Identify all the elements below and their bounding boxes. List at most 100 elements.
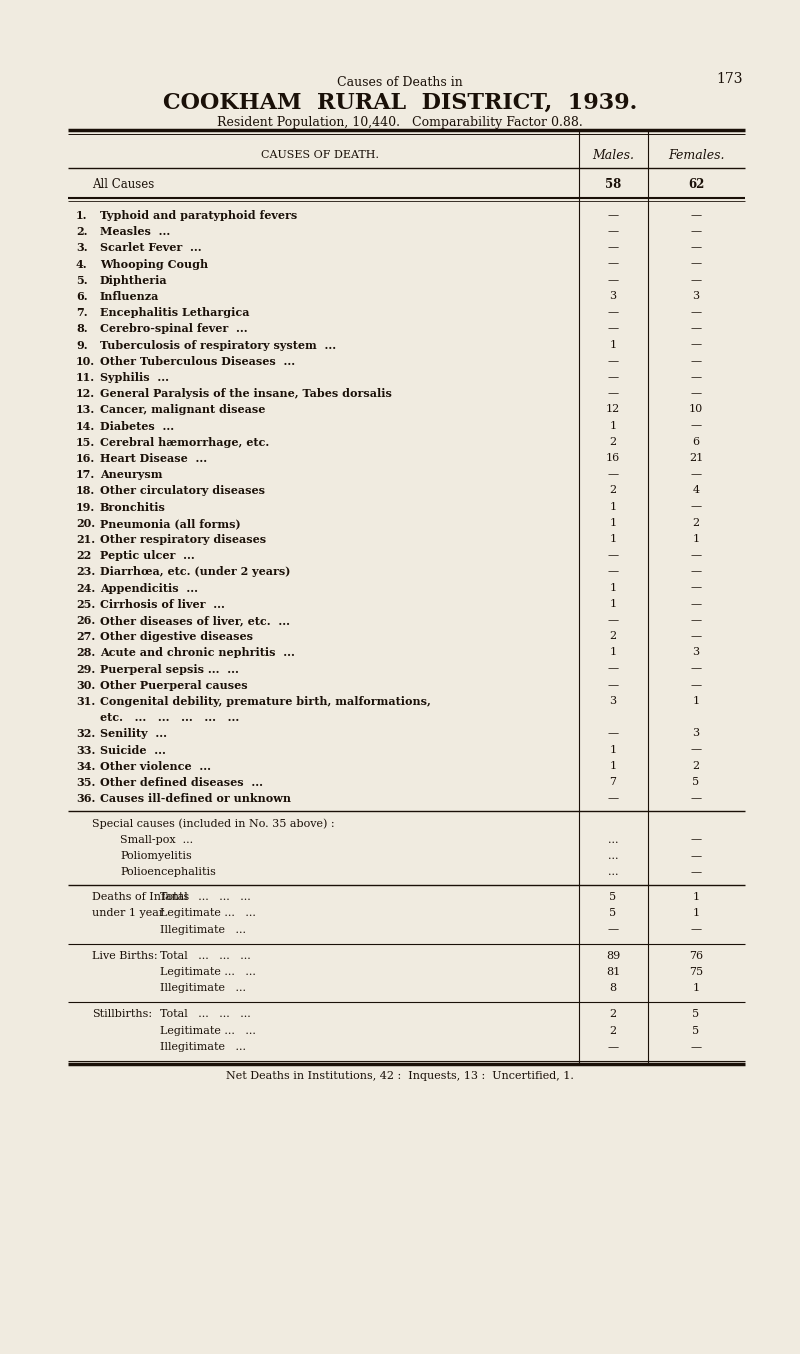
Text: 5: 5 <box>693 777 699 787</box>
Text: Net Deaths in Institutions, 42 :  Inquests, 13 :  Uncertified, 1.: Net Deaths in Institutions, 42 : Inquest… <box>226 1071 574 1080</box>
Text: —: — <box>607 615 618 626</box>
Text: 3: 3 <box>693 291 699 301</box>
Text: —: — <box>690 470 702 479</box>
Text: Peptic ulcer  ...: Peptic ulcer ... <box>100 550 194 561</box>
Text: —: — <box>690 242 702 252</box>
Text: Resident Population, 10,440.   Comparability Factor 0.88.: Resident Population, 10,440. Comparabili… <box>217 116 583 129</box>
Text: 5: 5 <box>610 909 617 918</box>
Text: 7: 7 <box>610 777 617 787</box>
Text: —: — <box>607 372 618 382</box>
Text: Causes ill-defined or unknown: Causes ill-defined or unknown <box>100 793 291 804</box>
Text: —: — <box>607 925 618 934</box>
Text: 5: 5 <box>693 1009 699 1020</box>
Text: 3: 3 <box>610 291 617 301</box>
Text: —: — <box>607 1041 618 1052</box>
Text: 1.: 1. <box>76 210 87 221</box>
Text: Pneumonia (all forms): Pneumonia (all forms) <box>100 517 241 529</box>
Text: —: — <box>607 324 618 333</box>
Text: 2: 2 <box>610 485 617 496</box>
Text: 14.: 14. <box>76 421 95 432</box>
Text: Other digestive diseases: Other digestive diseases <box>100 631 253 642</box>
Text: 34.: 34. <box>76 761 95 772</box>
Text: —: — <box>607 680 618 689</box>
Text: 1: 1 <box>693 892 699 902</box>
Text: 29.: 29. <box>76 663 95 674</box>
Text: Illegitimate   ...: Illegitimate ... <box>160 983 246 994</box>
Text: —: — <box>607 259 618 268</box>
Text: Encephalitis Lethargica: Encephalitis Lethargica <box>100 307 250 318</box>
Text: 1: 1 <box>610 745 617 754</box>
Text: Cerebral hæmorrhage, etc.: Cerebral hæmorrhage, etc. <box>100 437 270 448</box>
Text: COOKHAM  RURAL  DISTRICT,  1939.: COOKHAM RURAL DISTRICT, 1939. <box>163 92 637 114</box>
Text: —: — <box>607 226 618 236</box>
Text: Cirrhosis of liver  ...: Cirrhosis of liver ... <box>100 598 225 609</box>
Text: Measles  ...: Measles ... <box>100 226 170 237</box>
Text: —: — <box>690 550 702 561</box>
Text: —: — <box>690 793 702 803</box>
Text: —: — <box>690 210 702 219</box>
Text: 11.: 11. <box>76 372 95 383</box>
Text: 10.: 10. <box>76 356 95 367</box>
Text: 9.: 9. <box>76 340 88 351</box>
Text: Polioencephalitis: Polioencephalitis <box>120 867 216 877</box>
Text: 1: 1 <box>610 517 617 528</box>
Text: 1: 1 <box>610 501 617 512</box>
Text: —: — <box>690 834 702 845</box>
Text: 21.: 21. <box>76 533 95 546</box>
Text: 1: 1 <box>610 582 617 593</box>
Text: —: — <box>607 242 618 252</box>
Text: etc.   ...   ...   ...   ...   ...: etc. ... ... ... ... ... <box>100 712 239 723</box>
Text: 81: 81 <box>606 967 620 978</box>
Text: 5: 5 <box>610 892 617 902</box>
Text: —: — <box>690 631 702 642</box>
Text: 8: 8 <box>610 983 617 994</box>
Text: 3: 3 <box>693 728 699 738</box>
Text: 12.: 12. <box>76 389 95 399</box>
Text: ...: ... <box>608 834 618 845</box>
Text: —: — <box>607 210 618 219</box>
Text: —: — <box>607 728 618 738</box>
Text: Other circulatory diseases: Other circulatory diseases <box>100 485 265 497</box>
Text: —: — <box>690 324 702 333</box>
Text: 6.: 6. <box>76 291 88 302</box>
Text: 23.: 23. <box>76 566 95 577</box>
Text: 58: 58 <box>605 177 621 191</box>
Text: Syphilis  ...: Syphilis ... <box>100 372 169 383</box>
Text: 75: 75 <box>689 967 703 978</box>
Text: 13.: 13. <box>76 405 95 416</box>
Text: 5.: 5. <box>76 275 88 286</box>
Text: Other violence  ...: Other violence ... <box>100 761 211 772</box>
Text: 12: 12 <box>606 405 620 414</box>
Text: —: — <box>690 663 702 673</box>
Text: CAUSES OF DEATH.: CAUSES OF DEATH. <box>261 150 379 160</box>
Text: Tuberculosis of respiratory system  ...: Tuberculosis of respiratory system ... <box>100 340 336 351</box>
Text: —: — <box>690 226 702 236</box>
Text: ...: ... <box>608 850 618 861</box>
Text: —: — <box>690 850 702 861</box>
Text: 26.: 26. <box>76 615 95 626</box>
Text: 17.: 17. <box>76 470 95 481</box>
Text: 33.: 33. <box>76 745 95 756</box>
Text: Live Births:: Live Births: <box>92 951 158 961</box>
Text: 2: 2 <box>610 437 617 447</box>
Text: 1: 1 <box>610 647 617 658</box>
Text: 2: 2 <box>610 1009 617 1020</box>
Text: Diabetes  ...: Diabetes ... <box>100 421 174 432</box>
Text: Special causes (included in No. 35 above) :: Special causes (included in No. 35 above… <box>92 818 334 829</box>
Text: Whooping Cough: Whooping Cough <box>100 259 208 269</box>
Text: Total   ...   ...   ...: Total ... ... ... <box>160 951 250 961</box>
Text: Causes of Deaths in: Causes of Deaths in <box>337 76 463 89</box>
Text: Heart Disease  ...: Heart Disease ... <box>100 454 207 464</box>
Text: 16.: 16. <box>76 454 95 464</box>
Text: 20.: 20. <box>76 517 95 529</box>
Text: —: — <box>690 259 702 268</box>
Text: —: — <box>607 566 618 577</box>
Text: Appendicitis  ...: Appendicitis ... <box>100 582 198 593</box>
Text: Acute and chronic nephritis  ...: Acute and chronic nephritis ... <box>100 647 295 658</box>
Text: Legitimate ...   ...: Legitimate ... ... <box>160 1025 256 1036</box>
Text: —: — <box>690 389 702 398</box>
Text: 18.: 18. <box>76 485 95 497</box>
Text: 4: 4 <box>693 485 699 496</box>
Text: 1: 1 <box>693 909 699 918</box>
Text: ...: ... <box>608 867 618 877</box>
